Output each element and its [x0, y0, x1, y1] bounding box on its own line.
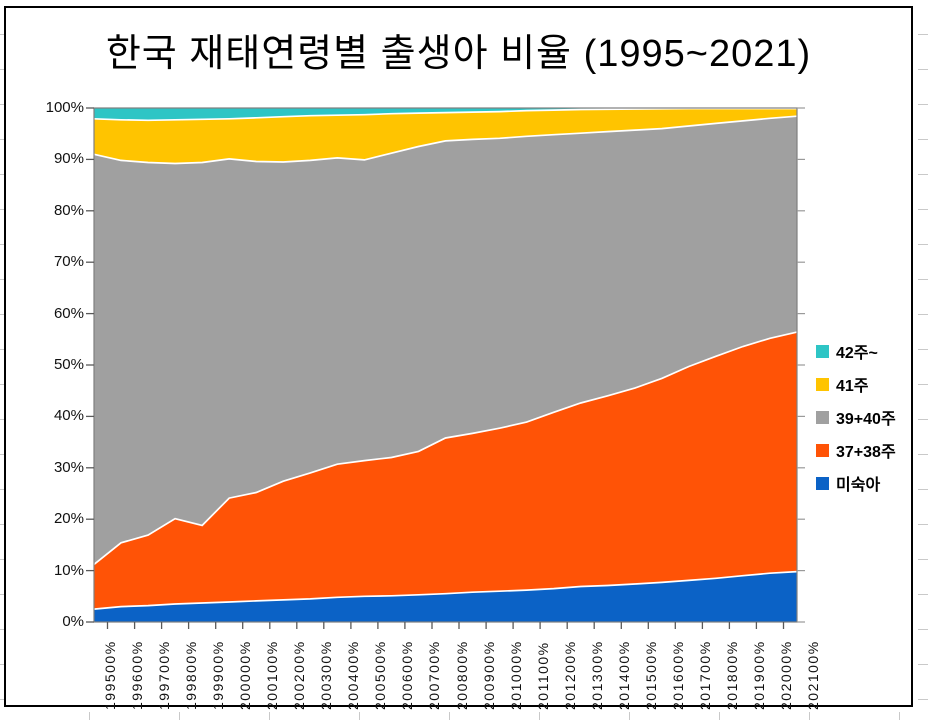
area-미숙아 [94, 571, 797, 622]
separator-line [93, 115, 798, 165]
legend-item: 39+40주 [816, 405, 896, 429]
x-axis-label: 200000% [237, 640, 254, 710]
x-axis-label: 200900% [480, 640, 497, 710]
legend-label: 41주 [836, 378, 869, 395]
x-axis-label: 200500% [372, 640, 389, 710]
x-axis-label: 199700% [156, 640, 173, 710]
y-axis-label: 90% [53, 150, 84, 168]
x-axis-label: 201600% [669, 640, 686, 710]
y-axis-label: 60% [53, 304, 84, 322]
x-axis-label: 201400% [615, 640, 632, 710]
legend-swatch-icon [816, 377, 829, 391]
x-axis-label: 200200% [291, 640, 308, 710]
x-axis-label: 199900% [210, 640, 227, 710]
spreadsheet-gridlines-bottom [0, 712, 928, 720]
x-axis-label: 201000% [507, 640, 524, 710]
x-axis-label: 202100% [805, 640, 821, 710]
x-axis-label: 200800% [453, 640, 470, 710]
y-axis-label: 70% [53, 253, 84, 271]
y-axis-label: 80% [53, 201, 84, 219]
legend-swatch-icon [816, 476, 829, 490]
y-axis-label: 0% [62, 613, 84, 630]
spreadsheet-gridlines-left [0, 0, 4, 720]
legend-swatch-icon [816, 443, 829, 457]
legend-label: 42주~ [836, 345, 878, 362]
area-37+38주 [94, 332, 797, 622]
legend-swatch-icon [816, 344, 829, 358]
legend-item: 37+38주 [816, 438, 896, 462]
legend-item: 미숙아 [816, 471, 896, 495]
x-axis-label: 199500% [102, 640, 118, 710]
x-axis-label: 201200% [561, 640, 578, 710]
x-axis-label: 202000% [777, 640, 794, 710]
x-axis-label: 200400% [345, 640, 362, 710]
x-axis-label: 200300% [318, 640, 335, 710]
x-axis-label: 200100% [264, 640, 281, 710]
chart-object: 한국 재태연령별 출생아 비율 (1995~2021) 0% 10% 20% 30% 4… [4, 6, 913, 710]
legend-swatch-icon [816, 410, 829, 424]
x-axis-label: 201100% [534, 641, 551, 710]
separator-line [93, 570, 798, 610]
y-axis-label: 10% [53, 561, 84, 579]
y-axis-label: 40% [53, 407, 84, 425]
x-axis-label: 200700% [426, 640, 443, 710]
x-axis-label: 201300% [588, 640, 605, 710]
y-axis-label: 30% [53, 458, 84, 476]
legend-item: 41주 [816, 372, 896, 396]
x-axis-label: 199600% [129, 640, 146, 710]
spreadsheet-gridlines-right [918, 0, 928, 720]
x-axis-label: 201900% [750, 640, 767, 710]
legend-item: 42주~ [816, 339, 896, 363]
y-axis-label: 50% [53, 356, 84, 373]
x-axis-label: 200600% [399, 640, 416, 710]
separator-line [93, 331, 798, 566]
stacked-area-plot [86, 107, 805, 629]
legend-label: 39+40주 [836, 411, 896, 428]
x-axis-label: 201500% [642, 640, 659, 710]
chart-title: 한국 재태연령별 출생아 비율 (1995~2021) [105, 33, 812, 75]
x-axis-label: 199800% [183, 640, 200, 710]
legend-label: 미숙아 [836, 477, 881, 494]
y-axis-label: 20% [53, 510, 84, 528]
x-axis-label: 201800% [723, 640, 740, 710]
x-axis-label: 201700% [696, 640, 713, 710]
legend-label: 37+38주 [836, 444, 896, 461]
y-axis-label: 100% [45, 99, 84, 116]
